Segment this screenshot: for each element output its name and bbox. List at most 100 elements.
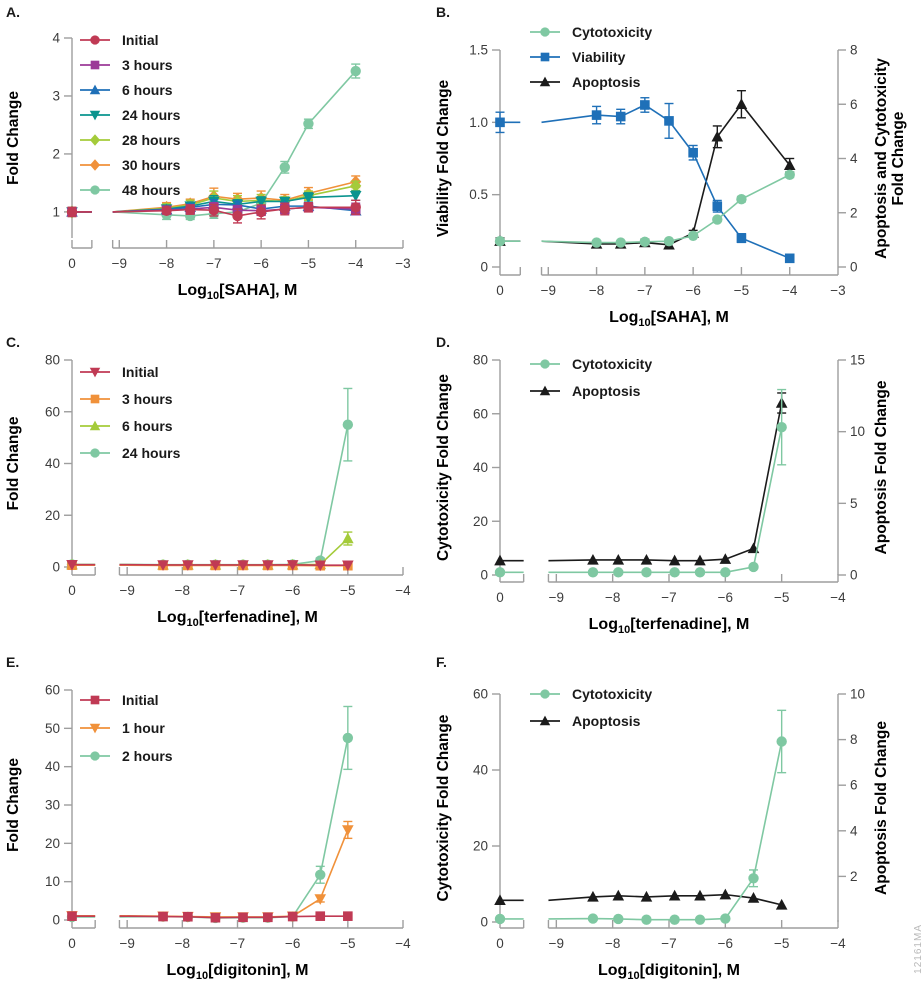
panel-a-label: A. xyxy=(6,4,20,20)
svg-text:Apoptosis Fold Change: Apoptosis Fold Change xyxy=(873,721,890,895)
svg-text:Initial: Initial xyxy=(122,692,159,708)
chart-panel-c: 0 20 40 60 80 Fold Change 0 −9 −8 −7 −6 −5 −4 Log10[t… xyxy=(5,353,411,630)
svg-text:Viability Fold Change: Viability Fold Change xyxy=(435,79,452,237)
svg-text:10: 10 xyxy=(45,874,60,889)
svg-text:−6: −6 xyxy=(285,936,300,951)
svg-text:10: 10 xyxy=(850,424,865,439)
svg-text:Apoptosis: Apoptosis xyxy=(572,74,641,90)
svg-text:−7: −7 xyxy=(230,936,245,951)
svg-text:−9: −9 xyxy=(541,283,556,298)
panel-c-label: C. xyxy=(6,334,20,350)
svg-text:8: 8 xyxy=(850,732,858,747)
panel-c: C. 0 20 40 60 80 Fold Change 0 −9 −8 −7 −6 −5 −4 Log1… xyxy=(0,330,430,650)
svg-text:20: 20 xyxy=(473,514,488,529)
svg-text:0: 0 xyxy=(480,915,488,930)
svg-text:−5: −5 xyxy=(734,283,749,298)
svg-text:48 hours: 48 hours xyxy=(122,182,181,198)
svg-text:40: 40 xyxy=(473,763,488,778)
svg-text:20: 20 xyxy=(45,508,60,523)
svg-text:−3: −3 xyxy=(830,283,845,298)
svg-text:6: 6 xyxy=(850,97,858,112)
figure-id-watermark: 12161MA xyxy=(913,924,924,974)
svg-text:−5: −5 xyxy=(774,936,789,951)
svg-text:10: 10 xyxy=(850,687,865,702)
svg-text:4: 4 xyxy=(850,823,858,838)
svg-text:40: 40 xyxy=(473,460,488,475)
svg-text:40: 40 xyxy=(45,456,60,471)
svg-text:Log10[SAHA], M: Log10[SAHA], M xyxy=(178,282,298,302)
svg-text:2: 2 xyxy=(850,205,858,220)
svg-text:−8: −8 xyxy=(175,936,190,951)
svg-text:Cytotoxicity Fold Change: Cytotoxicity Fold Change xyxy=(435,714,452,901)
svg-text:−4: −4 xyxy=(395,936,411,951)
svg-text:−6: −6 xyxy=(718,590,733,605)
svg-text:Initial: Initial xyxy=(122,32,159,48)
svg-text:Fold Change: Fold Change xyxy=(890,111,907,205)
svg-text:−8: −8 xyxy=(175,583,190,598)
svg-text:40: 40 xyxy=(45,759,60,774)
svg-text:−9: −9 xyxy=(119,583,134,598)
svg-text:−7: −7 xyxy=(661,936,676,951)
svg-text:0: 0 xyxy=(480,568,488,583)
svg-text:28 hours: 28 hours xyxy=(122,132,181,148)
svg-text:Initial: Initial xyxy=(122,364,159,380)
svg-text:1.5: 1.5 xyxy=(469,43,488,58)
svg-text:Log10[terfenadine], M: Log10[terfenadine], M xyxy=(157,609,318,629)
svg-text:30 hours: 30 hours xyxy=(122,157,181,173)
svg-text:0: 0 xyxy=(496,590,504,605)
svg-text:60: 60 xyxy=(473,687,488,702)
svg-text:−8: −8 xyxy=(605,590,620,605)
svg-text:Apoptosis and Cytotoxicity: Apoptosis and Cytotoxicity xyxy=(873,58,890,259)
panel-b-label: B. xyxy=(436,4,450,20)
svg-text:Cytotoxicity: Cytotoxicity xyxy=(572,356,652,372)
svg-text:4: 4 xyxy=(850,151,858,166)
svg-text:6 hours: 6 hours xyxy=(122,418,173,434)
svg-text:8: 8 xyxy=(850,43,858,58)
svg-text:−7: −7 xyxy=(661,590,676,605)
svg-text:80: 80 xyxy=(473,353,488,368)
svg-text:−4: −4 xyxy=(830,936,846,951)
panel-d: D. 0 20 40 60 80 Cytotoxicity Fold Change 0 5 10… xyxy=(430,330,924,650)
svg-text:Log10[digitonin], M: Log10[digitonin], M xyxy=(598,962,740,982)
svg-text:1 hour: 1 hour xyxy=(122,720,165,736)
svg-text:0: 0 xyxy=(68,583,76,598)
svg-text:1.0: 1.0 xyxy=(469,115,488,130)
svg-text:0.5: 0.5 xyxy=(469,187,488,202)
svg-text:Log10[digitonin], M: Log10[digitonin], M xyxy=(167,962,309,982)
svg-text:60: 60 xyxy=(473,406,488,421)
svg-text:2: 2 xyxy=(52,146,60,161)
svg-text:20: 20 xyxy=(473,839,488,854)
panel-a: A. 1 2 3 4 Fold Change 0 −9 −8 −7 −6 −5 −4 −3 Log10[S… xyxy=(0,0,430,330)
svg-text:−6: −6 xyxy=(718,936,733,951)
svg-text:−8: −8 xyxy=(605,936,620,951)
svg-text:0: 0 xyxy=(68,936,76,951)
svg-text:0: 0 xyxy=(496,283,504,298)
svg-text:24 hours: 24 hours xyxy=(122,107,181,123)
panel-b: B. 0 0.5 1.0 1.5 Viability Fold Change 0 2 4 6 8 A… xyxy=(430,0,924,330)
svg-text:Fold Change: Fold Change xyxy=(5,758,22,852)
svg-text:Fold Change: Fold Change xyxy=(5,91,22,185)
svg-text:2 hours: 2 hours xyxy=(122,748,173,764)
svg-text:0: 0 xyxy=(480,260,488,275)
svg-text:4: 4 xyxy=(52,31,60,46)
svg-text:20: 20 xyxy=(45,836,60,851)
svg-text:3 hours: 3 hours xyxy=(122,391,173,407)
svg-text:0: 0 xyxy=(52,913,60,928)
svg-text:−5: −5 xyxy=(301,256,316,271)
svg-text:−7: −7 xyxy=(637,283,652,298)
svg-text:0: 0 xyxy=(850,260,858,275)
svg-text:−5: −5 xyxy=(774,590,789,605)
svg-text:60: 60 xyxy=(45,683,60,698)
svg-text:−4: −4 xyxy=(830,590,846,605)
panel-e-label: E. xyxy=(6,654,20,670)
svg-text:Cytotoxicity Fold Change: Cytotoxicity Fold Change xyxy=(435,374,452,561)
svg-text:Cytotoxicity: Cytotoxicity xyxy=(572,686,652,702)
svg-text:50: 50 xyxy=(45,721,60,736)
svg-text:−5: −5 xyxy=(340,583,355,598)
svg-text:−7: −7 xyxy=(230,583,245,598)
chart-panel-e: 0 10 20 30 40 50 60 Fold Change 0 −9 −8 −7 −6 −5 −4 Log… xyxy=(5,683,411,982)
chart-panel-a: 1 2 3 4 Fold Change 0 −9 −8 −7 −6 −5 −4 −3 Log10[SAHA… xyxy=(5,31,411,303)
svg-text:Apoptosis: Apoptosis xyxy=(572,383,641,399)
svg-text:6 hours: 6 hours xyxy=(122,82,173,98)
